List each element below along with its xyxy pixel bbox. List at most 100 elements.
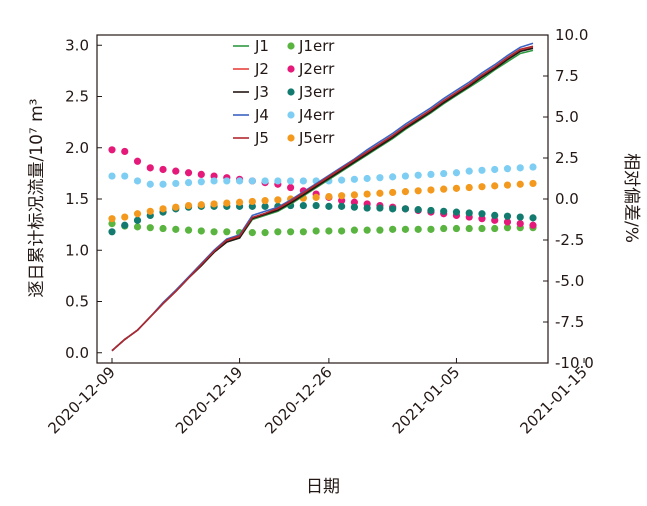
point-j3err	[389, 205, 397, 213]
x-tick-label: 2020-12-19	[172, 363, 246, 437]
point-j3err	[312, 201, 320, 210]
point-j5err	[210, 200, 218, 208]
point-j1err	[210, 228, 218, 236]
point-j5err	[452, 184, 461, 192]
point-j5err	[389, 188, 397, 197]
point-j1err	[389, 225, 397, 233]
point-j4err	[197, 178, 205, 186]
legend-swatch-j2err	[287, 65, 295, 73]
point-j4err	[503, 165, 512, 173]
point-j1err	[133, 223, 142, 231]
legend: J1 J2 J3 J4 J5 J1err J2err J3err J4err J5err	[233, 37, 335, 147]
x-tick-label: 2021-01-05	[389, 363, 463, 437]
point-j2err	[146, 164, 154, 172]
point-j2err	[478, 215, 486, 223]
right-y-tick-label: 10.0	[555, 26, 588, 44]
left-y-tick-label: 2.5	[65, 88, 89, 106]
point-j1err	[325, 227, 333, 235]
x-axis-title: 日期	[306, 477, 340, 497]
point-j5err	[325, 192, 333, 201]
point-j4err	[427, 170, 435, 178]
point-j2err	[287, 183, 295, 192]
point-j1err	[440, 224, 448, 233]
point-j3err	[363, 204, 371, 212]
right-y-axis-title: 相对偏差/%	[621, 153, 641, 243]
point-j4err	[516, 164, 524, 172]
point-j4err	[210, 177, 218, 185]
point-j1err	[108, 220, 116, 228]
point-j5err	[274, 196, 282, 204]
point-j3err	[452, 208, 461, 216]
point-j2err	[108, 146, 116, 154]
right-y-tick-label: -2.5	[555, 231, 584, 249]
point-j4err	[478, 166, 486, 174]
point-j5err	[491, 182, 499, 190]
legend-label-j5err: J5err	[298, 129, 335, 147]
point-j5err	[338, 192, 346, 200]
point-j5err	[184, 201, 193, 210]
point-j2err	[338, 197, 346, 205]
series-j5err	[108, 179, 537, 223]
point-j3err	[350, 203, 358, 211]
point-j1err	[401, 225, 410, 233]
point-j1err	[452, 224, 461, 233]
left-y-tick-label: 1.5	[65, 190, 89, 208]
point-j4err	[159, 180, 167, 188]
point-j5err	[121, 213, 129, 221]
right-y-tick-label: 0.0	[555, 190, 579, 208]
left-y-tick-label: 2.0	[65, 139, 89, 157]
point-j3err	[414, 206, 422, 214]
point-j3err	[338, 202, 346, 210]
point-j4err	[223, 177, 231, 185]
point-j5err	[363, 190, 371, 198]
point-j4err	[172, 179, 180, 188]
point-j3err	[401, 205, 410, 213]
point-j3err	[503, 212, 512, 220]
point-j4err	[287, 177, 295, 185]
point-j4err	[350, 175, 358, 183]
point-j1err	[363, 226, 371, 234]
point-j4err	[146, 180, 154, 188]
point-j4err	[261, 177, 269, 185]
point-j5err	[440, 185, 448, 193]
series-j1err	[108, 220, 537, 237]
legend-label-j2: J2	[254, 60, 269, 78]
legend-label-j3err: J3err	[298, 83, 335, 101]
point-j2err	[197, 170, 205, 178]
legend-swatch-j3err	[287, 88, 295, 96]
point-j1err	[465, 224, 473, 233]
point-j1err	[312, 227, 320, 235]
legend-label-j3: J3	[254, 83, 269, 101]
legend-label-j5: J5	[254, 129, 269, 147]
point-j5err	[312, 193, 320, 201]
point-j3err	[491, 211, 499, 219]
point-j1err	[478, 224, 486, 233]
x-tick-label: 2020-12-26	[261, 363, 335, 437]
point-j5err	[261, 197, 269, 205]
point-j4err	[452, 169, 461, 177]
left-y-tick-label: 3.0	[65, 36, 89, 54]
point-j1err	[287, 228, 295, 236]
point-j5err	[465, 183, 473, 192]
point-j4err	[440, 169, 448, 178]
point-j4err	[529, 163, 537, 171]
series-j5-line	[111, 45, 534, 352]
point-j5err	[133, 210, 142, 218]
point-j2err	[503, 218, 512, 226]
point-j5err	[529, 179, 537, 188]
point-j4err	[248, 177, 256, 185]
point-j4err	[108, 172, 116, 180]
left-y-tick-label: 0.0	[65, 344, 89, 362]
x-tick-label: 2020-12-09	[44, 363, 118, 437]
point-j2err	[159, 165, 167, 174]
point-j5err	[235, 198, 244, 206]
point-j4err	[235, 177, 244, 185]
point-j1err	[146, 224, 154, 232]
right-y-tick-label: 2.5	[555, 149, 579, 167]
point-j5err	[159, 205, 167, 213]
point-j2err	[529, 221, 537, 229]
point-j5err	[478, 183, 486, 191]
point-j1err	[491, 224, 499, 233]
point-j4err	[465, 167, 473, 175]
